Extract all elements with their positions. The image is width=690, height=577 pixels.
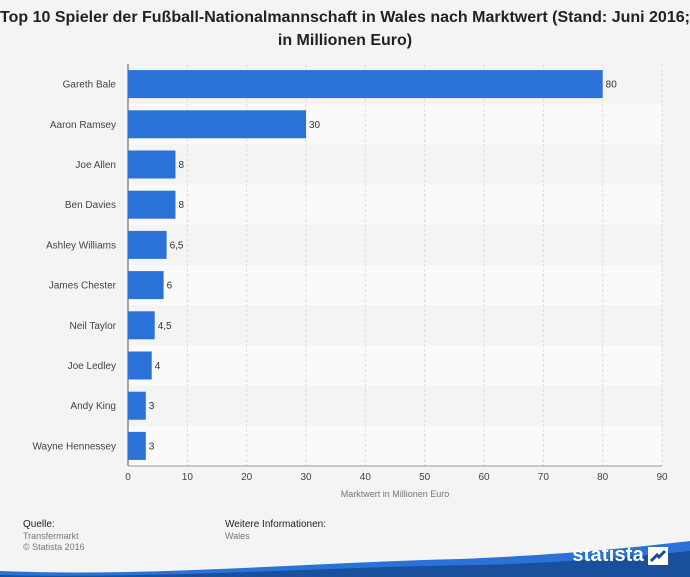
info-line-1: Wales bbox=[225, 531, 250, 541]
category-label: Ben Davies bbox=[65, 200, 116, 211]
bar bbox=[128, 431, 146, 460]
category-label: Gareth Bale bbox=[63, 80, 117, 91]
category-label: Wayne Hennessey bbox=[32, 441, 116, 452]
category-label: James Chester bbox=[49, 281, 117, 292]
bar bbox=[128, 110, 306, 139]
x-tick-label: 60 bbox=[478, 472, 490, 483]
value-label: 6,5 bbox=[170, 240, 184, 251]
logo-wave bbox=[0, 541, 690, 577]
value-label: 8 bbox=[178, 200, 184, 211]
bar bbox=[128, 271, 164, 300]
x-tick-label: 20 bbox=[241, 472, 253, 483]
statista-logo-bar[interactable]: statista bbox=[0, 533, 690, 577]
category-label: Aaron Ramsey bbox=[50, 120, 116, 131]
x-axis-title: Marktwert in Millionen Euro bbox=[341, 489, 450, 499]
row-band bbox=[128, 345, 662, 386]
value-label: 30 bbox=[309, 120, 321, 131]
category-label: Andy King bbox=[70, 401, 116, 412]
value-label: 4 bbox=[155, 361, 161, 372]
x-tick-label: 50 bbox=[419, 472, 431, 483]
category-label: Neil Taylor bbox=[70, 321, 117, 332]
value-label: 3 bbox=[149, 401, 155, 412]
value-label: 4,5 bbox=[158, 321, 172, 332]
x-tick-label: 0 bbox=[125, 472, 131, 483]
x-tick-label: 90 bbox=[656, 472, 668, 483]
bar bbox=[128, 311, 155, 340]
x-tick-label: 30 bbox=[300, 472, 312, 483]
row-band bbox=[128, 425, 662, 466]
source-heading: Quelle: bbox=[23, 519, 55, 530]
source-line-2: © Statista 2016 bbox=[23, 542, 85, 552]
value-label: 80 bbox=[606, 80, 618, 91]
info-block: Weitere Informationen: Wales bbox=[225, 518, 326, 542]
bar-chart: 0 10 20 30 40 50 60 70 80 90 Gareth Bale 80 Aaron Ra… bbox=[32, 64, 668, 499]
statista-logo-text: statista bbox=[572, 544, 644, 566]
x-tick-label: 80 bbox=[597, 472, 609, 483]
value-label: 6 bbox=[167, 281, 173, 292]
statista-logo-icon bbox=[648, 547, 668, 565]
row-band bbox=[128, 385, 662, 426]
chart-title: Top 10 Spieler der Fußball-Nationalmanns… bbox=[0, 9, 690, 49]
category-label: Ashley Williams bbox=[46, 240, 116, 251]
bar bbox=[128, 150, 176, 179]
row-band bbox=[128, 224, 662, 265]
info-heading: Weitere Informationen: bbox=[225, 519, 326, 530]
x-tick-label: 40 bbox=[360, 472, 372, 483]
bar bbox=[128, 351, 152, 380]
row-band bbox=[128, 144, 662, 185]
source-line-1: Transfermarkt bbox=[23, 531, 79, 541]
row-band bbox=[128, 265, 662, 306]
source-block: Quelle: Transfermarkt © Statista 2016 bbox=[23, 518, 85, 553]
row-band bbox=[128, 305, 662, 346]
category-label: Joe Allen bbox=[75, 160, 116, 171]
row-band bbox=[128, 184, 662, 225]
category-label: Joe Ledley bbox=[68, 361, 116, 372]
x-tick-label: 10 bbox=[182, 472, 194, 483]
value-label: 3 bbox=[149, 441, 155, 452]
bar bbox=[128, 190, 176, 219]
value-label: 8 bbox=[178, 160, 184, 171]
bar bbox=[128, 230, 167, 259]
bar bbox=[128, 70, 603, 99]
bar bbox=[128, 391, 146, 420]
x-tick-label: 70 bbox=[538, 472, 550, 483]
